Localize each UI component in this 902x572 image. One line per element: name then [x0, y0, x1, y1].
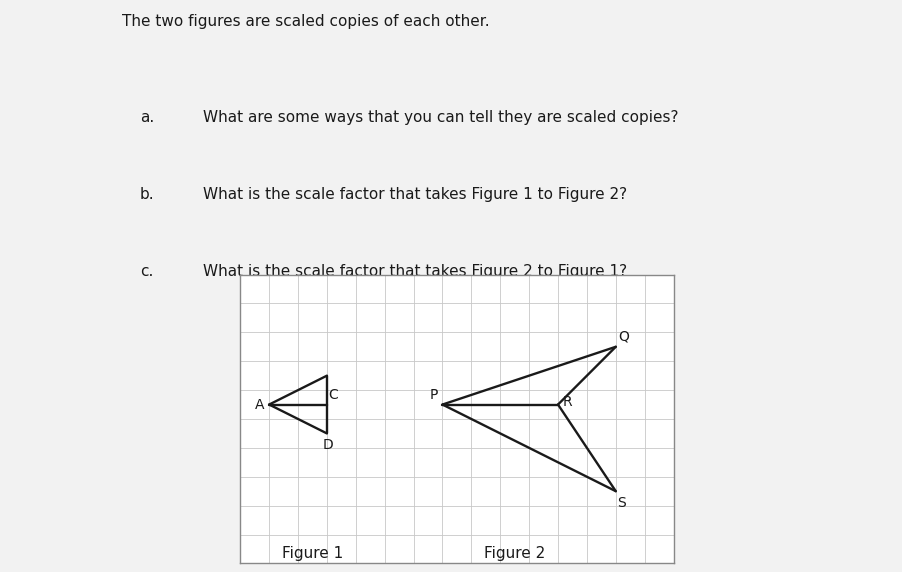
Text: Q: Q [618, 330, 629, 344]
Text: C: C [328, 388, 337, 402]
Text: S: S [617, 495, 625, 510]
Text: What is the scale factor that takes Figure 2 to Figure 1?: What is the scale factor that takes Figu… [203, 264, 627, 279]
Text: a.: a. [140, 110, 154, 125]
Text: What is the scale factor that takes Figure 1 to Figure 2?: What is the scale factor that takes Figu… [203, 186, 627, 202]
Text: b.: b. [140, 186, 154, 202]
Text: A: A [255, 398, 264, 411]
Text: R: R [562, 395, 571, 408]
Text: c.: c. [140, 264, 153, 279]
Text: D: D [323, 438, 334, 452]
Text: Figure 1: Figure 1 [281, 546, 343, 561]
Text: P: P [429, 388, 437, 402]
Text: The two figures are scaled copies of each other.: The two figures are scaled copies of eac… [122, 14, 489, 29]
Text: What are some ways that you can tell they are scaled copies?: What are some ways that you can tell the… [203, 110, 678, 125]
Text: Figure 2: Figure 2 [483, 546, 545, 561]
